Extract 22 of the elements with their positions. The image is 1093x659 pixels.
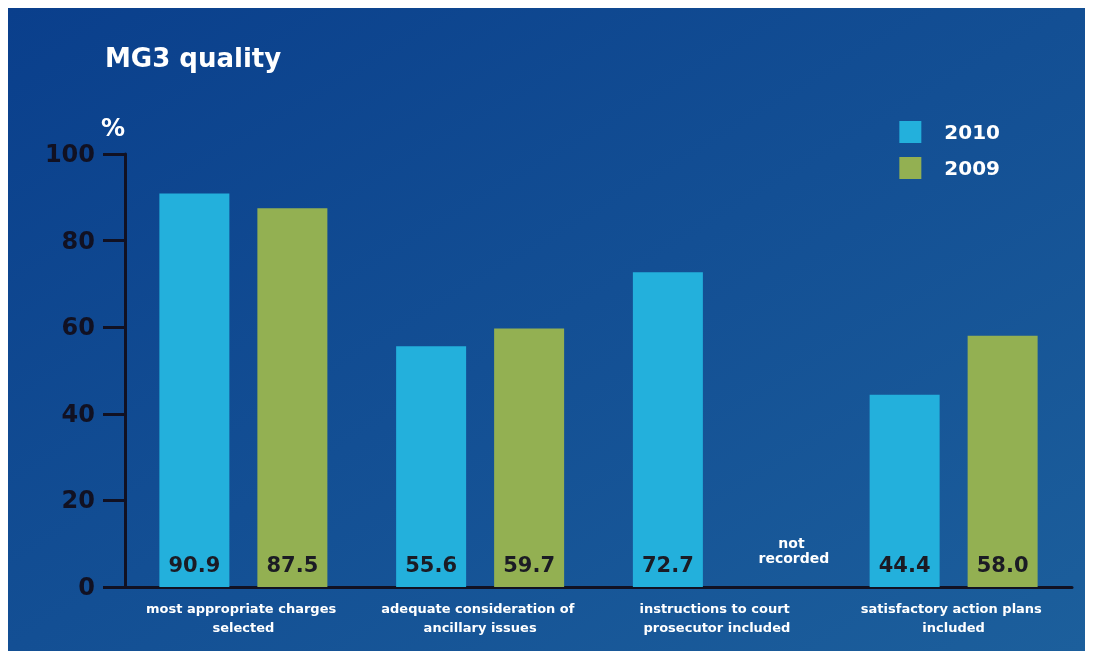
data-label: 55.6: [405, 552, 458, 577]
data-label: 90.9: [168, 552, 221, 577]
legend-label: 2009: [944, 156, 1001, 180]
y-tick-label: 60: [61, 313, 95, 342]
y-tick-label: 100: [44, 140, 95, 168]
x-tick-label: adequate consideration of ancillary issues: [381, 601, 579, 635]
y-tick-label: 0: [78, 573, 95, 601]
chart-title: MG3 quality: [105, 43, 282, 73]
data-label: 72.7: [641, 552, 694, 577]
y-tick-label: 80: [61, 226, 95, 255]
y-axis-title: %: [100, 114, 125, 142]
data-label: 44.4: [878, 552, 931, 577]
y-tick-label: 20: [61, 486, 95, 515]
y-tick-label: 40: [61, 399, 95, 428]
x-tick-label: instructions to court prosecutor included: [639, 601, 795, 635]
x-tick-label: most appropriate charges selected: [146, 601, 341, 635]
x-tick-label: satisfactory action plans included: [860, 601, 1047, 635]
legend-label: 2010: [944, 120, 1001, 144]
data-label: 59.7: [503, 552, 556, 577]
data-label: 87.5: [266, 552, 319, 577]
data-label: 58.0: [976, 552, 1029, 577]
annotation: not recorded: [758, 534, 830, 566]
